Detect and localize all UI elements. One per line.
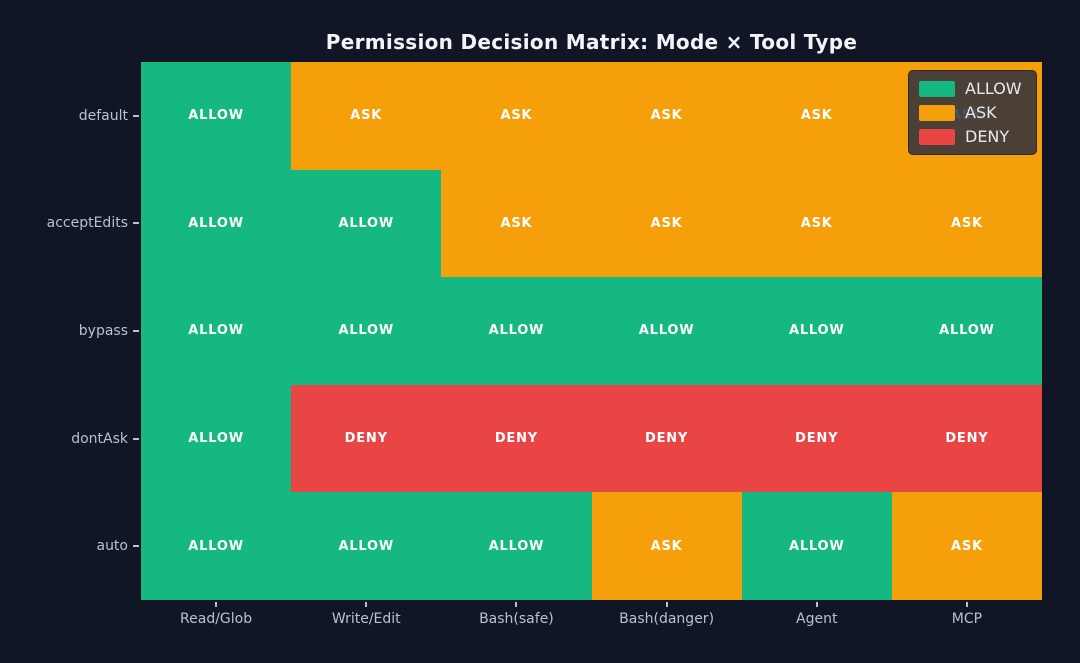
y-axis-tick xyxy=(133,437,140,440)
x-axis-label: Write/Edit xyxy=(331,611,401,627)
y-axis-label: auto xyxy=(96,538,128,555)
legend-swatch xyxy=(919,128,955,145)
y-axis-tick xyxy=(133,545,140,548)
heatmap-cell: ASK xyxy=(741,62,892,170)
heatmap-cell: ALLOW xyxy=(741,492,892,600)
heatmap-cell: ASK xyxy=(591,492,742,600)
y-axis-label-slot: dontAsk xyxy=(0,385,141,493)
x-axis-label: MCP xyxy=(951,611,983,627)
y-axis-label-slot: default xyxy=(0,62,141,170)
y-axis-label: bypass xyxy=(78,322,128,339)
x-axis-tick xyxy=(215,601,218,607)
heatmap-cell: ALLOW xyxy=(441,492,592,600)
y-axis-tick xyxy=(133,329,140,332)
legend-label: ASK xyxy=(965,103,997,122)
x-axis-label-slot: Read/Glob xyxy=(141,600,291,640)
heatmap-cell: ALLOW xyxy=(741,277,892,385)
heatmap-cell: DENY xyxy=(591,384,742,493)
x-axis-label-slot: Write/Edit xyxy=(291,600,441,640)
y-axis-tick xyxy=(133,114,140,117)
x-axis-tick xyxy=(515,601,518,607)
heatmap-cell: ALLOW xyxy=(141,384,292,493)
legend-swatch xyxy=(919,104,955,121)
legend-item: DENY xyxy=(919,127,1026,146)
y-axis-labels: default acceptEdits bypass dontAsk auto xyxy=(0,62,141,600)
x-axis-label: Agent xyxy=(796,611,838,627)
heatmap-grid: ALLOWASKASKASKASKASKALLOWALLOWASKASKASKA… xyxy=(139,60,1044,602)
heatmap-cell: ASK xyxy=(891,169,1042,278)
x-axis-tick xyxy=(815,601,818,607)
legend: ALLOW ASK DENY xyxy=(908,70,1037,155)
heatmap-cell: ASK xyxy=(441,62,592,170)
heatmap-cell: DENY xyxy=(741,384,892,493)
legend-swatch xyxy=(919,80,955,97)
heatmap-cell: ASK xyxy=(441,169,592,278)
heatmap-cell: ALLOW xyxy=(291,277,442,385)
legend-item: ASK xyxy=(919,103,1026,122)
y-axis-label-slot: bypass xyxy=(0,277,141,385)
x-axis-tick xyxy=(665,601,668,607)
heatmap-cell: ASK xyxy=(591,169,742,278)
heatmap-cell: ALLOW xyxy=(591,277,742,385)
heatmap-cell: ASK xyxy=(591,62,742,170)
x-axis-labels: Read/Glob Write/Edit Bash(safe) Bash(danger… xyxy=(141,600,1042,640)
y-axis-label-slot: auto xyxy=(0,492,141,600)
heatmap-cell: ALLOW xyxy=(891,277,1042,385)
y-axis-label: default xyxy=(78,107,128,124)
x-axis-label: Read/Glob xyxy=(180,611,253,627)
x-axis-label-slot: Agent xyxy=(742,600,892,640)
heatmap-cell: ALLOW xyxy=(141,277,292,385)
heatmap-cell: DENY xyxy=(441,384,592,493)
heatmap-cell: ASK xyxy=(291,62,442,170)
legend-item: ALLOW xyxy=(919,79,1026,98)
heatmap-cell: ALLOW xyxy=(141,169,292,278)
legend-label: DENY xyxy=(965,127,1010,146)
heatmap-cell: DENY xyxy=(891,384,1042,493)
heatmap-cell: ASK xyxy=(741,169,892,278)
chart-title: Permission Decision Matrix: Mode × Tool … xyxy=(325,30,858,54)
x-axis-tick xyxy=(365,601,368,607)
x-axis-label-slot: MCP xyxy=(892,600,1042,640)
legend-label: ALLOW xyxy=(965,79,1022,98)
x-axis-label: Bash(danger) xyxy=(619,611,715,627)
heatmap-cell: ALLOW xyxy=(291,169,442,278)
y-axis-label: dontAsk xyxy=(71,430,128,447)
x-axis-label-slot: Bash(safe) xyxy=(441,600,591,640)
y-axis-label-slot: acceptEdits xyxy=(0,170,141,278)
y-axis-tick xyxy=(133,222,140,225)
x-axis-label-slot: Bash(danger) xyxy=(592,600,742,640)
heatmap-cell: ALLOW xyxy=(291,492,442,600)
heatmap-cell: DENY xyxy=(291,384,442,493)
x-axis-label: Bash(safe) xyxy=(479,611,554,627)
heatmap-cell: ALLOW xyxy=(141,492,292,600)
x-axis-tick xyxy=(965,601,968,607)
heatmap-cell: ASK xyxy=(891,492,1042,600)
heatmap-cell: ALLOW xyxy=(141,62,292,170)
heatmap-cell: ALLOW xyxy=(441,277,592,385)
y-axis-label: acceptEdits xyxy=(46,215,128,232)
